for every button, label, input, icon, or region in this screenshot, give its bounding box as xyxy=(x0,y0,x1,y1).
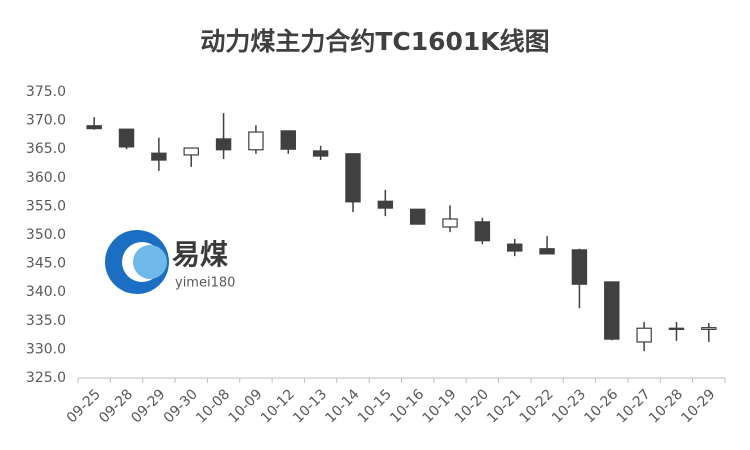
x-tick-label: 09-28 xyxy=(96,386,136,426)
x-tick-label: 10-15 xyxy=(355,386,395,426)
y-tick-label: 335.0 xyxy=(26,313,66,329)
candle-body xyxy=(442,218,458,228)
candle-body xyxy=(474,221,491,242)
x-tick-label: 10-27 xyxy=(614,386,654,426)
y-tick-label: 355.0 xyxy=(26,198,66,214)
candle-body xyxy=(86,125,102,130)
logo-name: 易煤 xyxy=(172,238,228,271)
y-tick-label: 360.0 xyxy=(26,170,66,186)
x-tick-label: 10-16 xyxy=(387,386,427,426)
candle-body xyxy=(571,249,588,285)
chart-title: 动力煤主力合约TC1601K线图 xyxy=(200,27,549,56)
x-tick-label: 09-30 xyxy=(161,386,201,426)
x-tick-label: 09-29 xyxy=(128,386,168,426)
x-tick-label: 10-12 xyxy=(258,386,298,426)
logo: 易煤 yimei180 xyxy=(105,230,235,294)
y-tick-label: 350.0 xyxy=(26,227,66,243)
x-tick-label: 10-08 xyxy=(193,386,233,426)
x-tick-label: 09-25 xyxy=(64,386,104,426)
x-tick-label: 10-20 xyxy=(452,386,492,426)
x-tick-label: 10-28 xyxy=(646,386,686,426)
x-tick-label: 10-21 xyxy=(484,386,524,426)
x-tick-label: 10-14 xyxy=(323,386,363,426)
candle-body xyxy=(280,130,296,150)
y-tick-label: 370.0 xyxy=(26,113,66,129)
y-tick-label: 345.0 xyxy=(26,256,66,272)
logo-sub: yimei180 xyxy=(175,276,235,291)
candle-body xyxy=(312,150,329,157)
y-tick-label: 375.0 xyxy=(26,84,66,100)
x-tick-label: 10-22 xyxy=(517,386,557,426)
candle-body xyxy=(539,248,555,255)
logo-wave xyxy=(133,245,167,279)
candle-body xyxy=(604,281,620,340)
candle-body xyxy=(507,243,523,252)
x-tick-label: 10-13 xyxy=(290,386,330,426)
y-tick-label: 325.0 xyxy=(26,370,66,386)
x-tick-label: 10-09 xyxy=(225,386,265,426)
y-tick-label: 365.0 xyxy=(26,141,66,157)
candle-body xyxy=(151,152,167,161)
candle-body xyxy=(183,147,199,156)
candle-body xyxy=(248,131,264,151)
candle-body xyxy=(377,200,394,209)
candle-body xyxy=(215,138,232,151)
y-tick-label: 330.0 xyxy=(26,341,66,357)
candle-body xyxy=(636,327,652,343)
candle-body xyxy=(345,153,361,203)
y-tick-label: 340.0 xyxy=(26,284,66,300)
candle-body xyxy=(668,327,685,330)
x-tick-label: 10-26 xyxy=(581,386,621,426)
candle-body xyxy=(701,327,717,330)
candle-body xyxy=(409,208,426,225)
x-tick-label: 10-29 xyxy=(678,386,718,426)
x-tick-label: 10-19 xyxy=(420,386,460,426)
x-tick-label: 10-23 xyxy=(549,386,589,426)
candle-body xyxy=(118,128,135,148)
